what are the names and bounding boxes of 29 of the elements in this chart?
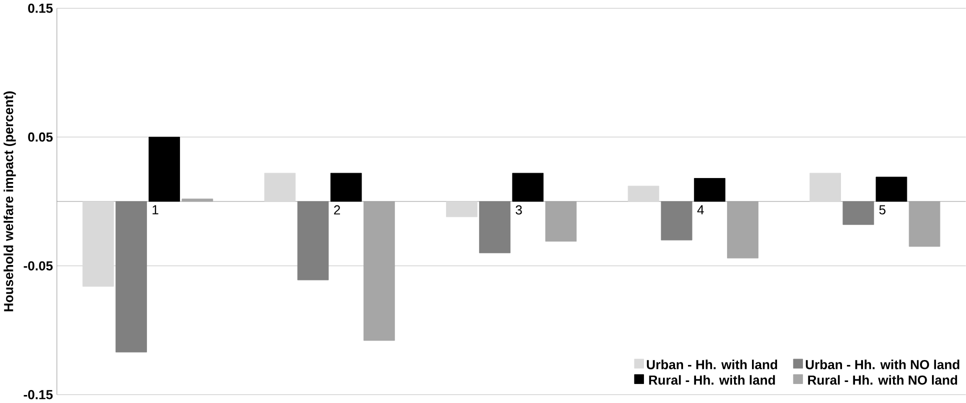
x-tick-label: 5 [879, 205, 886, 214]
y-tick-label: -0.05 [24, 261, 53, 271]
x-tick-label: 2 [334, 205, 340, 214]
bar [727, 201, 758, 258]
bar [628, 186, 660, 202]
bar [148, 136, 180, 202]
y-tick-label: 0.15 [28, 4, 53, 13]
y-axis-title: Household welfare impact (percent) [4, 91, 16, 312]
legend-label: Urban - Hh. with NO land [806, 360, 960, 370]
y-tick-label: -0.15 [24, 390, 53, 400]
bar [512, 172, 544, 202]
bar [330, 172, 362, 202]
legend-label: Urban - Hh. with land [646, 360, 778, 370]
bar [82, 201, 114, 287]
bar [694, 178, 726, 202]
x-tick-label: 3 [516, 205, 522, 215]
x-tick-label: 4 [697, 205, 704, 214]
bar [364, 201, 395, 341]
x-tick-label: 1 [152, 205, 158, 214]
bar [264, 172, 296, 202]
bar [810, 172, 841, 202]
bar [446, 201, 478, 218]
bar [545, 201, 577, 242]
bar [908, 201, 940, 247]
legend-label: Rural - Hh. with land [649, 375, 775, 385]
bar [182, 198, 214, 202]
y-tick-label: 0.05 [28, 132, 53, 142]
legend-label: Rural - Hh. with NO land [808, 375, 958, 385]
bar [876, 176, 908, 202]
